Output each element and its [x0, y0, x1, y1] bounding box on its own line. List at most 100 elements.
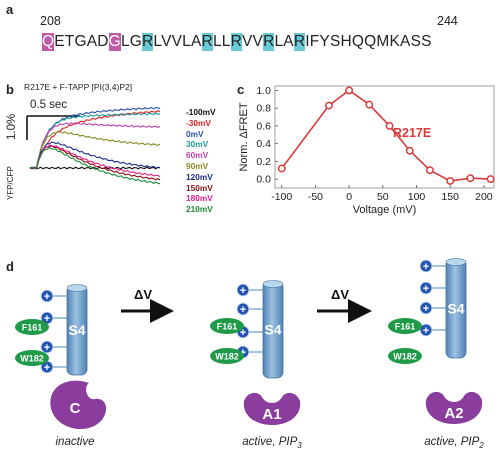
sequence-segment: LG	[120, 33, 143, 50]
plus-sign: +	[423, 325, 429, 337]
f161-residue-label: F161	[217, 321, 238, 331]
plus-sign: +	[44, 362, 50, 374]
y-tick-label: 0.4	[256, 138, 271, 150]
w182-residue-label: W182	[20, 353, 44, 363]
legend-entry: 180mV	[186, 193, 213, 204]
f161-residue	[210, 318, 244, 334]
highlighted-residue: R	[293, 33, 306, 51]
fret-traces	[29, 106, 161, 185]
panel-d-label: d	[6, 259, 14, 274]
y-tick-label: 1.0	[256, 85, 271, 97]
gating-charge	[236, 283, 250, 297]
gating-charge	[40, 340, 54, 354]
gating-charge	[40, 289, 54, 303]
chart-frame	[274, 85, 495, 189]
time-scale-label: 0.5 sec	[30, 99, 68, 111]
data-point	[405, 146, 414, 155]
x-tick-label: -50	[308, 191, 323, 203]
highlighted-residue: R	[263, 33, 275, 51]
plus-sign: +	[423, 303, 429, 315]
x-tick-label: 100	[408, 191, 426, 203]
data-point	[466, 174, 475, 183]
gating-charge	[419, 301, 433, 315]
plus-sign: +	[44, 342, 50, 354]
gating-charge	[419, 281, 433, 295]
gating-charge	[419, 259, 433, 273]
y-axis-label: Norm. ΔFRET	[238, 102, 250, 171]
legend-entry: 30mV	[186, 139, 209, 150]
gating-charge	[236, 302, 250, 316]
y-tick-label: 0.6	[256, 120, 271, 132]
legend-entry: -30mV	[186, 117, 211, 128]
data-point	[486, 175, 495, 184]
amino-acid-sequence: QETGADGLGRLVVLARLLRVVRLARIFYSHQQMKASS	[42, 33, 432, 51]
data-point	[365, 100, 374, 109]
phosphatase-domain	[425, 391, 483, 424]
sequence-segment: LL	[212, 33, 231, 50]
panel-c-label: c	[237, 82, 245, 97]
f161-residue-label: F161	[395, 321, 416, 331]
x-tick-label: -100	[271, 191, 292, 203]
w182-residue	[210, 348, 244, 364]
phosphatase-domain	[50, 380, 107, 430]
w182-residue-label: W182	[393, 351, 417, 361]
y-tick-label: 0.8	[256, 103, 271, 115]
plus-sign: +	[240, 327, 246, 339]
panel-a-label: a	[6, 2, 14, 17]
highlighted-residue: R	[142, 33, 154, 51]
trace-line	[29, 122, 161, 170]
data-point	[426, 166, 434, 175]
legend-entry: 120mV	[186, 171, 213, 182]
plus-sign: +	[240, 285, 246, 297]
panel-b-label: b	[6, 82, 14, 97]
trace-line	[29, 166, 161, 170]
x-tick-label: 150	[441, 191, 459, 203]
y-tick-label: 0.0	[256, 174, 271, 186]
w182-residue	[15, 350, 49, 366]
data-point	[345, 86, 354, 95]
sequence-start-index: 208	[40, 14, 61, 28]
trace-line	[29, 144, 161, 178]
plus-sign: +	[44, 313, 50, 325]
x-tick-label: 0	[346, 191, 352, 203]
trace-line	[29, 146, 161, 185]
highlighted-residue: G	[108, 33, 121, 51]
legend-entry: 150mV	[186, 182, 213, 193]
y-tick-label: 0.2	[256, 156, 271, 168]
trace-line	[29, 131, 161, 170]
plus-sign: +	[240, 347, 246, 359]
w182-residue	[388, 348, 422, 364]
x-tick-label: 50	[377, 191, 389, 203]
series-label: R217E	[393, 126, 431, 140]
data-point	[324, 101, 333, 110]
f161-residue	[15, 319, 49, 335]
plus-sign: +	[423, 283, 429, 295]
state-caption: active, PIP3	[242, 436, 302, 450]
series-line	[281, 89, 491, 182]
f161-residue-label: F161	[22, 322, 43, 332]
state-caption: inactive	[56, 436, 95, 448]
s4-label: S4	[264, 322, 281, 338]
state-name: A1	[262, 406, 281, 423]
s4-label: S4	[68, 322, 85, 338]
highlighted-residue: R	[201, 33, 213, 51]
sequence-segment: VV	[242, 33, 264, 50]
x-axis-label: Voltage (mV)	[353, 204, 417, 216]
state-name: A2	[444, 405, 463, 422]
highlighted-residue: Q	[42, 33, 55, 51]
sequence-segment: ETGAD	[54, 33, 109, 50]
legend-entry: 60mV	[186, 150, 209, 161]
gating-charge	[419, 323, 433, 337]
data-point	[446, 176, 455, 185]
legend-entry: 210mV	[186, 204, 213, 215]
legend-entry: 90mV	[186, 161, 209, 171]
state-caption: active, PIP2	[424, 436, 484, 450]
w182-residue-label: W182	[215, 351, 239, 361]
state-name: C	[70, 400, 81, 417]
f161-residue	[388, 318, 422, 334]
s4-label: S4	[447, 301, 464, 317]
data-point	[277, 164, 286, 173]
